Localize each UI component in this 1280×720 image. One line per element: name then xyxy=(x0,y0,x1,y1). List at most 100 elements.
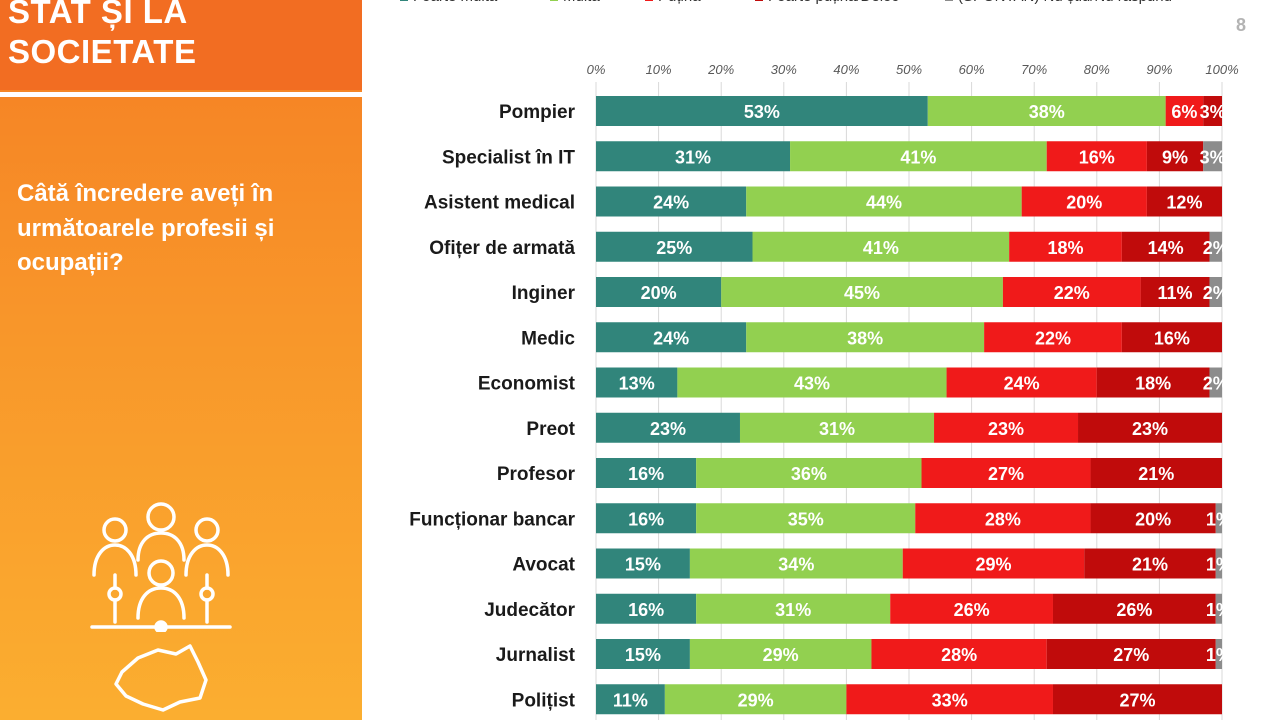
data-label: 38% xyxy=(847,328,883,348)
bar-segment xyxy=(1052,684,1222,715)
data-label: 24% xyxy=(1004,374,1040,394)
x-tick-label: 10% xyxy=(646,62,672,77)
data-label: 28% xyxy=(941,645,977,665)
bar-segment xyxy=(1165,96,1204,126)
data-label: 23% xyxy=(988,419,1024,439)
legend-swatch xyxy=(645,0,653,1)
legend-label: Multă xyxy=(563,0,600,5)
data-label: 16% xyxy=(1154,328,1190,348)
data-label: 27% xyxy=(988,464,1024,484)
bar-segment xyxy=(721,277,1003,307)
category-label: Specialist în IT xyxy=(442,147,575,168)
data-label: 1% xyxy=(1206,509,1232,529)
data-label: 18% xyxy=(1047,238,1083,258)
bar-segment xyxy=(1046,141,1147,172)
sidebar-title-band xyxy=(0,0,362,90)
x-tick-label: 20% xyxy=(707,62,734,77)
bar-segment xyxy=(1215,639,1222,669)
data-label: 31% xyxy=(775,600,811,620)
x-tick-label: 70% xyxy=(1021,62,1047,77)
category-label: Preot xyxy=(526,419,575,440)
bar-segment xyxy=(596,277,722,307)
page-number: 8 xyxy=(1235,15,1246,35)
x-tick-label: 40% xyxy=(833,62,859,77)
data-label: 31% xyxy=(675,147,711,167)
data-label: 29% xyxy=(738,690,774,710)
data-label: 36% xyxy=(791,464,827,484)
data-label: 31% xyxy=(819,419,855,439)
bar-segment xyxy=(1046,639,1216,669)
x-tick-label: 90% xyxy=(1146,62,1172,77)
category-label: Avocat xyxy=(512,555,575,576)
data-label: 6% xyxy=(1171,102,1197,122)
bar-segment xyxy=(596,231,753,262)
bar-segment xyxy=(596,412,740,443)
bar-segment xyxy=(1203,96,1222,126)
bar-segment xyxy=(1209,277,1222,307)
category-label: Judecător xyxy=(484,600,575,621)
data-label: 9% xyxy=(1162,147,1188,167)
data-label: 35% xyxy=(788,509,824,529)
data-label: 16% xyxy=(628,464,664,484)
data-label: 14% xyxy=(1148,238,1184,258)
category-label: Inginer xyxy=(512,283,576,304)
category-label: Jurnalist xyxy=(496,645,576,666)
bar-segment xyxy=(1002,277,1141,307)
data-label: 16% xyxy=(1079,147,1115,167)
data-label: 27% xyxy=(1119,690,1155,710)
bar-segment xyxy=(696,503,916,534)
bar-segment xyxy=(946,367,1097,398)
bar-segment xyxy=(1203,141,1222,172)
data-label: 1% xyxy=(1206,645,1232,665)
section-title-line-1: STAT ȘI LA xyxy=(8,0,188,30)
bar-segment xyxy=(1021,186,1147,217)
bar-segment xyxy=(1009,231,1122,262)
data-label: 3% xyxy=(1200,147,1226,167)
legend-item: Puțină xyxy=(645,0,701,5)
bar-segment xyxy=(1096,367,1210,398)
category-label: Polițist xyxy=(512,690,576,711)
bar-segment xyxy=(596,684,665,715)
bar-segment xyxy=(596,322,747,353)
category-label: Profesor xyxy=(497,464,576,485)
data-label: 22% xyxy=(1035,328,1071,348)
bar-segment xyxy=(746,186,1022,217)
bar-segment xyxy=(902,548,1085,579)
legend-item: Multă xyxy=(550,0,600,5)
people-network-icon xyxy=(90,502,232,632)
bar-segment xyxy=(1121,231,1210,262)
x-tick-label: 80% xyxy=(1084,62,1110,77)
data-label: 1% xyxy=(1206,555,1232,575)
bar-segment xyxy=(696,458,922,488)
bar-segment xyxy=(915,503,1091,534)
legend-swatch xyxy=(400,0,408,1)
sidebar-divider xyxy=(0,92,362,97)
bar-segment xyxy=(689,639,872,669)
bar-segment xyxy=(1215,503,1222,534)
data-label: 23% xyxy=(1132,419,1168,439)
bar-segment xyxy=(1052,593,1216,624)
bar-segment xyxy=(596,186,747,217)
x-tick-label: 60% xyxy=(959,62,985,77)
data-label: 29% xyxy=(763,645,799,665)
data-label: 11% xyxy=(613,690,648,710)
data-label: 34% xyxy=(778,555,814,575)
section-title-line-2: SOCIETATE xyxy=(8,33,197,70)
data-label: 13% xyxy=(619,374,655,394)
bar-segment xyxy=(871,639,1047,669)
data-label: 20% xyxy=(1066,193,1102,213)
x-tick-label: 30% xyxy=(771,62,797,77)
bar-segment xyxy=(846,684,1053,715)
data-label: 16% xyxy=(628,509,664,529)
data-label: 24% xyxy=(653,193,689,213)
data-label: 11% xyxy=(1158,283,1193,303)
bar-segment xyxy=(596,639,690,669)
data-label: 2% xyxy=(1203,238,1229,258)
legend-label: (SPONTAN) Nu știu/Nu răspund xyxy=(958,0,1172,5)
data-label: 22% xyxy=(1054,283,1090,303)
data-label: 27% xyxy=(1113,645,1149,665)
data-label: 24% xyxy=(653,328,689,348)
bar-segment xyxy=(596,141,791,172)
bar-segment xyxy=(984,322,1122,353)
legend-swatch xyxy=(945,0,953,1)
